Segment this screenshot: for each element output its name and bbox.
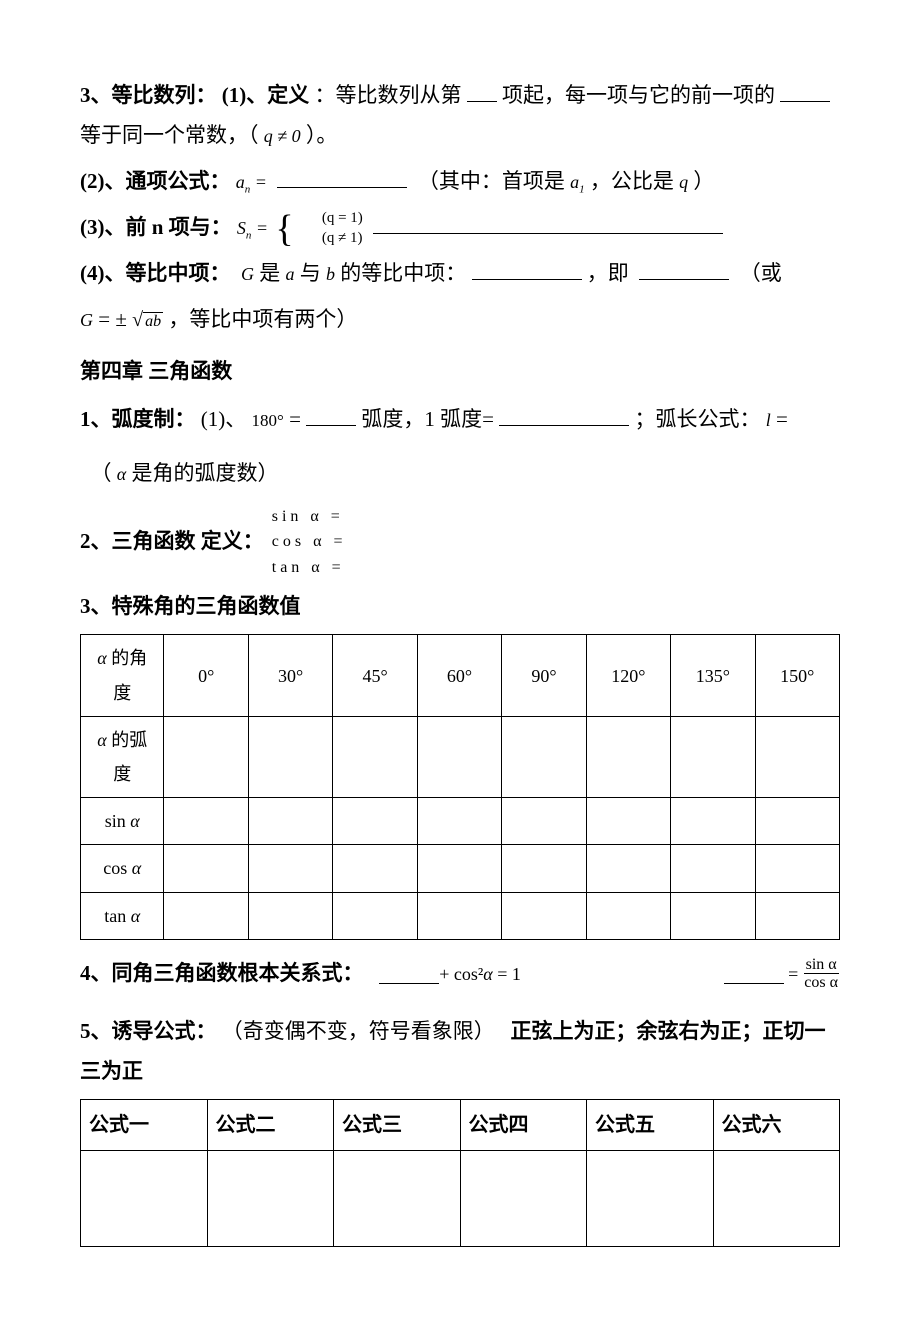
- blank: [472, 259, 582, 280]
- s3-p4-label: (4)、等比中项：: [80, 261, 231, 285]
- blank: [379, 963, 439, 984]
- trig-def-rows: sin α = cos α = tan α =: [272, 504, 347, 581]
- q: q: [679, 172, 688, 192]
- blank: [499, 405, 629, 426]
- cell: 公式一: [81, 1100, 208, 1151]
- radian: 1、弧度制： (1)、 180° = 弧度，1 弧度= ；弧长公式： l =: [80, 400, 840, 440]
- cell: 公式五: [587, 1100, 714, 1151]
- table-row-tan: tan α: [81, 892, 840, 939]
- chapter4-title: 第四章 三角函数: [80, 352, 840, 392]
- c4-i1-label: 1、弧度制：: [80, 407, 196, 431]
- blank: [724, 963, 784, 984]
- table-row-cos: cos α: [81, 845, 840, 892]
- s3-p1-label: (1)、定义: [222, 83, 310, 107]
- s3-p1-t4: ）。: [306, 123, 338, 147]
- c4-i5-label: 5、诱导公式：: [80, 1019, 217, 1043]
- table-row-body: [81, 1151, 840, 1247]
- s3-p1-t1: ：等比数列从第: [315, 83, 462, 107]
- c4-i2-label: 2、三角函数 定义：: [80, 522, 264, 562]
- table-row-header: 公式一 公式二 公式三 公式四 公式五 公式六: [81, 1100, 840, 1151]
- c4-i4-label: 4、同角三角函数根本关系式：: [80, 954, 364, 994]
- s3-p1-t2: 项起，每一项与它的前一项的: [502, 83, 775, 107]
- geom-seq-def: 3、等比数列： (1)、定义 ：等比数列从第 项起，每一项与它的前一项的 等于同…: [80, 76, 840, 156]
- cell: 150°: [755, 635, 839, 716]
- blank: [306, 405, 356, 426]
- cell: 公式六: [713, 1100, 840, 1151]
- frac-sin-cos: sin α cos α: [802, 956, 840, 992]
- table-row-radian: α 的弧度: [81, 716, 840, 797]
- table-row-angle: α α 的角的角度 0° 30° 45° 60° 90° 120° 135° 1…: [81, 635, 840, 716]
- geom-seq-sum: (3)、前 n 项与： Sn = { (q = 1) (q ≠ 1): [80, 208, 840, 249]
- cell: 0°: [164, 635, 248, 716]
- special-angles-table: α α 的角的角度 0° 30° 45° 60° 90° 120° 135° 1…: [80, 634, 840, 939]
- cell: 公式二: [207, 1100, 334, 1151]
- sqrt-ab: ab: [132, 300, 163, 340]
- s3-p3-label: (3)、前 n 项与：: [80, 215, 232, 239]
- cell: 90°: [502, 635, 586, 716]
- cell: 120°: [586, 635, 670, 716]
- blank: [373, 213, 723, 234]
- s3-p2-tail2: ，公比是: [590, 169, 674, 193]
- radian-note: （ α 是角的弧度数）: [80, 454, 840, 494]
- cell: 公式三: [334, 1100, 461, 1151]
- s3-p1-t3: 等于同一个常数，（: [80, 123, 259, 147]
- row-head-radian: α 的弧度: [81, 716, 164, 797]
- s3-p1-math: q ≠ 0: [264, 126, 301, 146]
- s3-p2-label: (2)、通项公式：: [80, 169, 231, 193]
- geom-mean-line2: G = ± ab ，等比中项有两个）: [80, 300, 840, 340]
- s3-p2-tail3: ）: [693, 169, 714, 193]
- trig-def: 2、三角函数 定义： sin α = cos α = tan α =: [80, 504, 840, 581]
- cell: 45°: [333, 635, 417, 716]
- table-row-sin: sin α: [81, 798, 840, 845]
- blank: [467, 81, 497, 102]
- induction-table: 公式一 公式二 公式三 公式四 公式五 公式六: [80, 1099, 840, 1247]
- cases-brace: { (q = 1) (q ≠ 1): [273, 209, 362, 248]
- blank: [639, 259, 729, 280]
- cell: 60°: [417, 635, 501, 716]
- cell: 135°: [671, 635, 755, 716]
- cell: 公式四: [460, 1100, 587, 1151]
- geom-seq-formula: (2)、通项公式： an = （其中：首项是 a1 ，公比是 q ）: [80, 162, 840, 202]
- blank: [277, 167, 407, 188]
- blank: [780, 81, 830, 102]
- cell: 30°: [248, 635, 332, 716]
- c4-i3-label: 3、特殊角的三角函数值: [80, 587, 840, 627]
- geom-mean: (4)、等比中项： G 是 a 与 b 的等比中项： ，即 （或: [80, 254, 840, 294]
- an: an =: [236, 172, 267, 192]
- induction-formula: 5、诱导公式： （奇变偶不变，符号看象限） 正弦上为正；余弦右为正；正切一三为正: [80, 1012, 840, 1092]
- same-angle-identity: 4、同角三角函数根本关系式： + cos²α = 1 = sin α cos α: [80, 954, 840, 994]
- row-head-angle: α α 的角的角度: [81, 635, 164, 716]
- s3-p2-tail1: （其中：首项是: [418, 169, 565, 193]
- s3-label: 3、等比数列：: [80, 83, 217, 107]
